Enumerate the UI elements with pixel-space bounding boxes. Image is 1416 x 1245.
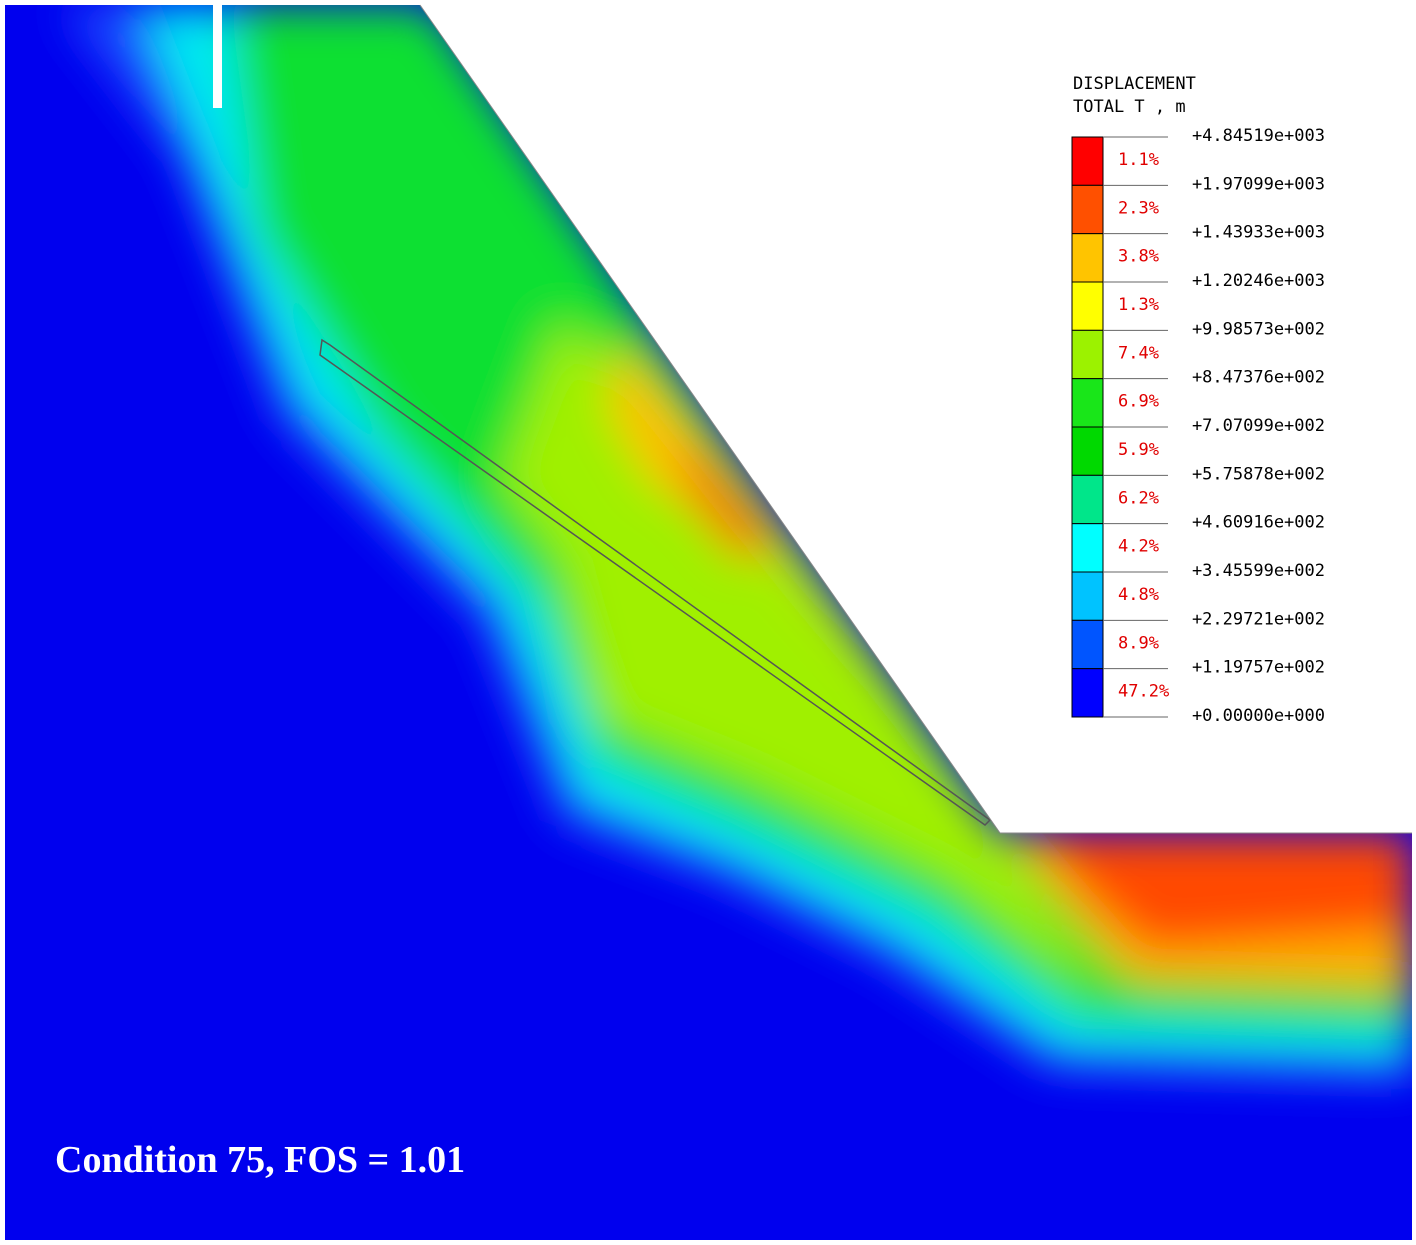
legend-level: +4.60916e+002 xyxy=(1192,513,1325,533)
legend-percent: 47.2% xyxy=(1118,682,1169,702)
legend-swatch xyxy=(1071,571,1104,621)
legend-percent: 4.8% xyxy=(1118,585,1159,605)
legend-swatch xyxy=(1071,329,1104,380)
legend-title: DISPLACEMENT xyxy=(1073,74,1196,94)
legend-percent: 1.1% xyxy=(1118,150,1159,170)
legend-level: +1.43933e+003 xyxy=(1192,223,1325,243)
legend-swatch xyxy=(1071,184,1104,235)
legend-level: +7.07099e+002 xyxy=(1192,416,1325,436)
legend-level: +4.84519e+003 xyxy=(1192,126,1325,146)
legend-level: +1.20246e+003 xyxy=(1192,271,1325,291)
legend-level: +5.75878e+002 xyxy=(1192,464,1325,484)
legend: 1.1% 2.3% 3.8% 1.3% 7.4% 6.9% 5.9% 6.2% 4.2% 4.8%… xyxy=(1071,126,1325,726)
legend-level: +9.98573e+002 xyxy=(1192,319,1325,339)
legend-percent: 7.4% xyxy=(1118,343,1159,363)
legend-level: +1.97099e+003 xyxy=(1192,174,1325,194)
legend-percent: 3.8% xyxy=(1118,247,1159,267)
legend-swatch xyxy=(1071,136,1104,186)
legend-percent: 5.9% xyxy=(1118,440,1159,460)
legend-percent: 4.2% xyxy=(1118,537,1159,557)
legend-swatch xyxy=(1071,233,1104,283)
legend-swatch xyxy=(1071,426,1104,476)
legend-level: +2.29721e+002 xyxy=(1192,609,1325,629)
legend-swatch xyxy=(1071,619,1104,670)
caption: Condition 75, FOS = 1.01 xyxy=(55,1139,465,1181)
slit xyxy=(213,5,222,108)
legend-swatch xyxy=(1071,523,1104,573)
legend-swatch xyxy=(1071,474,1104,525)
legend-percent: 2.3% xyxy=(1118,198,1159,218)
legend-swatch xyxy=(1071,281,1104,331)
legend-level: +3.45599e+002 xyxy=(1192,561,1325,581)
legend-swatch xyxy=(1071,668,1104,718)
legend-percent: 1.3% xyxy=(1118,295,1159,315)
legend-swatch xyxy=(1071,378,1104,428)
legend-level: +8.47376e+002 xyxy=(1192,368,1325,388)
slope-edge xyxy=(419,4,1001,834)
legend-level: +1.19757e+002 xyxy=(1192,658,1325,678)
legend-subtitle: TOTAL T , m xyxy=(1073,97,1186,117)
legend-level: +0.00000e+000 xyxy=(1192,706,1325,726)
legend-percent: 6.2% xyxy=(1118,488,1159,508)
legend-percent: 6.9% xyxy=(1118,392,1159,412)
legend-percent: 8.9% xyxy=(1118,633,1159,653)
